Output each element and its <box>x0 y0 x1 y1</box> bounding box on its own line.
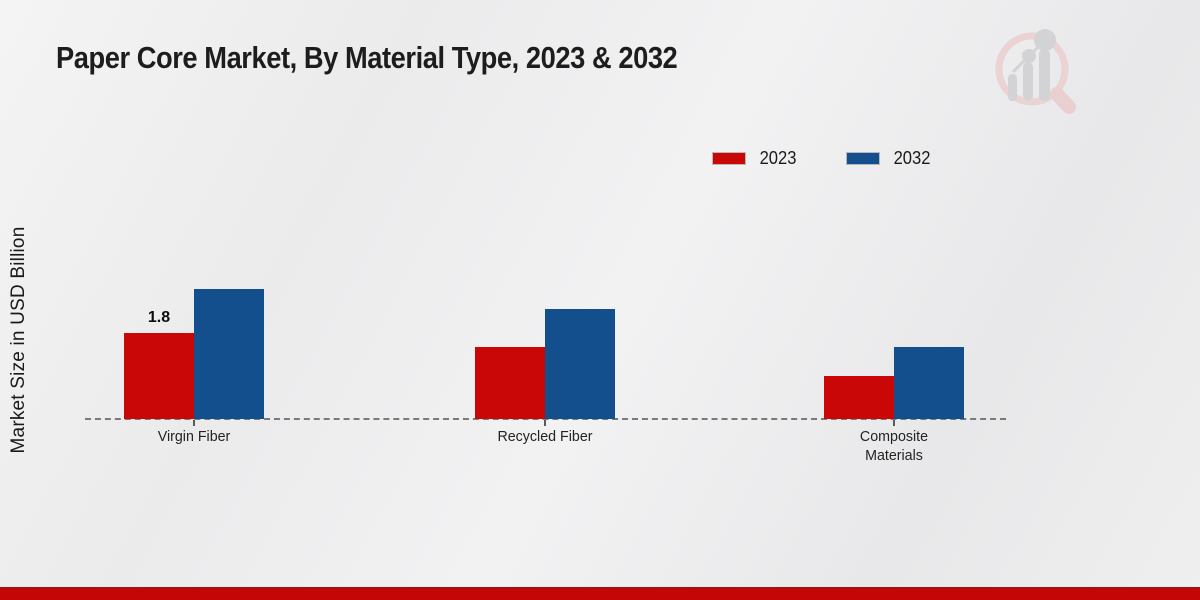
x-axis-tick <box>544 420 546 426</box>
bar-value-label: 1.8 <box>147 308 171 326</box>
magnifier-handle-icon <box>1050 87 1076 114</box>
bar-2023-composite-materials <box>824 375 894 419</box>
bar-icon-tall <box>1039 49 1050 101</box>
category-label: Recycled Fiber <box>497 428 593 445</box>
chart-title: Paper Core Market, By Material Type, 202… <box>56 40 678 75</box>
bar-2032-virgin-fiber <box>194 289 264 419</box>
x-axis-tick <box>193 420 195 426</box>
legend: 2023 2032 <box>712 148 932 169</box>
legend-label-2023: 2023 <box>759 148 797 168</box>
bar-2023-virgin-fiber <box>124 332 194 419</box>
category-label: Composite Materials <box>859 428 929 464</box>
legend-swatch-2023 <box>712 152 746 165</box>
legend-label-2032: 2032 <box>893 148 931 168</box>
trend-dot-medium <box>1022 49 1036 63</box>
bar-2032-recycled-fiber <box>545 308 615 419</box>
category-label: Virgin Fiber <box>157 428 231 445</box>
bar-icon-medium <box>1023 62 1033 101</box>
legend-item-2023: 2023 <box>712 148 798 169</box>
legend-item-2032: 2032 <box>846 148 932 169</box>
bottom-accent-band <box>0 587 1200 600</box>
x-axis-tick <box>893 420 895 426</box>
bar-icon-small <box>1008 74 1017 101</box>
legend-swatch-2032 <box>846 152 881 165</box>
x-axis-baseline <box>85 418 1006 420</box>
magnifier-ring-icon <box>995 32 1069 106</box>
trend-dot-large <box>1034 29 1056 51</box>
bar-2032-composite-materials <box>894 347 964 419</box>
market-research-future-logo-watermark <box>995 29 1076 114</box>
bar-2023-recycled-fiber <box>475 347 545 419</box>
